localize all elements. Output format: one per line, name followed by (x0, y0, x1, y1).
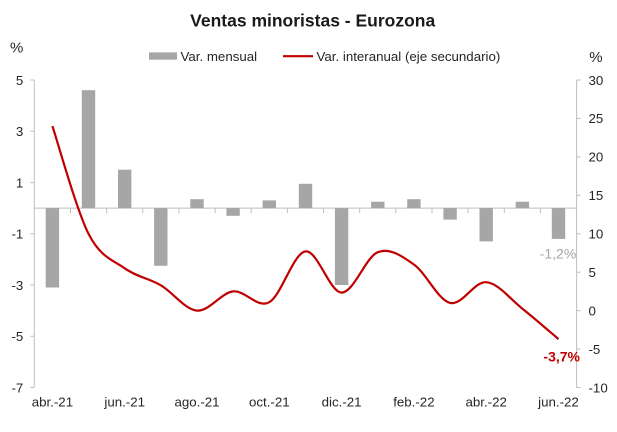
svg-text:0: 0 (589, 303, 596, 318)
svg-text:abr.-21: abr.-21 (32, 395, 73, 410)
svg-text:Ventas minoristas - Eurozona: Ventas minoristas - Eurozona (190, 11, 435, 31)
svg-text:5: 5 (589, 265, 596, 280)
svg-text:-1: -1 (11, 227, 23, 242)
svg-text:-5: -5 (11, 329, 23, 344)
svg-text:15: 15 (589, 188, 604, 203)
svg-text:-3,7%: -3,7% (543, 349, 580, 365)
svg-text:1: 1 (16, 175, 23, 190)
svg-text:3: 3 (16, 124, 23, 139)
svg-text:dic.-21: dic.-21 (322, 395, 362, 410)
svg-text:-3: -3 (11, 278, 23, 293)
svg-text:25: 25 (589, 111, 604, 126)
svg-text:%: % (589, 49, 602, 66)
svg-text:oct.-21: oct.-21 (249, 395, 290, 410)
svg-text:ago.-21: ago.-21 (174, 395, 219, 410)
svg-text:jun.-21: jun.-21 (103, 395, 145, 410)
svg-text:20: 20 (589, 150, 604, 165)
svg-text:-1,2%: -1,2% (540, 245, 577, 261)
svg-text:-10: -10 (589, 380, 608, 395)
svg-text:5: 5 (16, 73, 23, 88)
svg-text:abr.-22: abr.-22 (465, 395, 506, 410)
svg-text:feb.-22: feb.-22 (393, 395, 434, 410)
svg-text:Var. interanual (eje secundari: Var. interanual (eje secundario) (317, 49, 501, 64)
svg-text:30: 30 (589, 73, 604, 88)
svg-text:-5: -5 (589, 342, 601, 357)
svg-text:Var. mensual: Var. mensual (181, 49, 258, 64)
svg-text:-7: -7 (11, 380, 23, 395)
svg-text:10: 10 (589, 227, 604, 242)
svg-text:jun.-22: jun.-22 (537, 395, 579, 410)
svg-text:%: % (10, 39, 23, 56)
